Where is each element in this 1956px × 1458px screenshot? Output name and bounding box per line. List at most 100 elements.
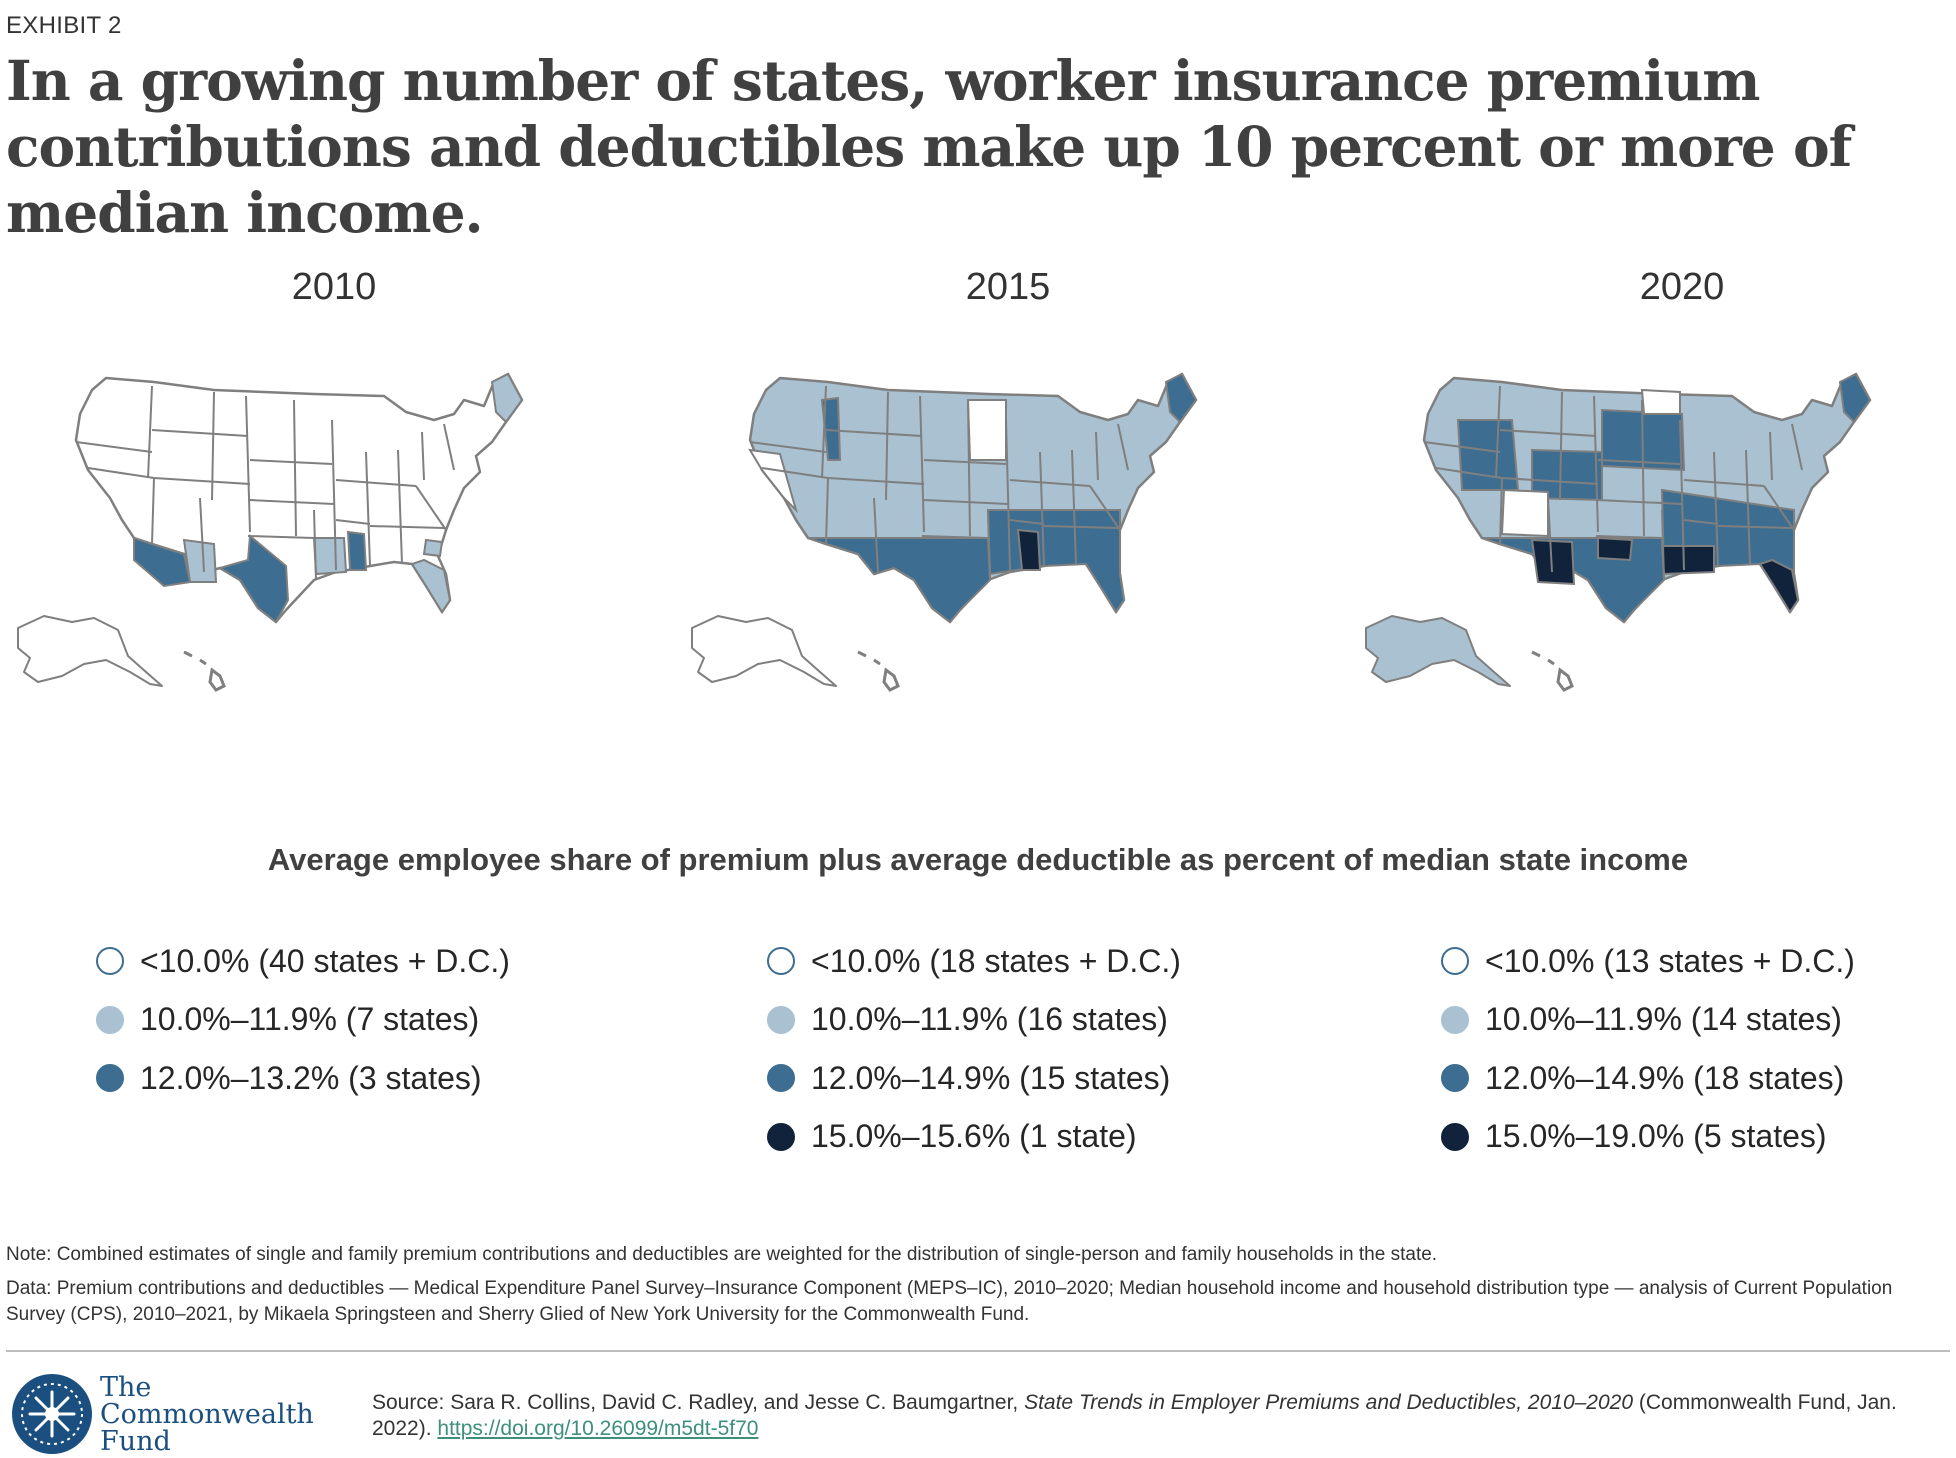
state-border [1423,441,1501,453]
state-border [1595,535,1663,539]
state-border [1009,519,1045,525]
state-border [151,477,155,545]
state-region-mid [1164,372,1198,424]
state-border [923,459,1007,465]
state-border [1713,451,1719,567]
data-note-text: Data: Premium contributions and deductib… [6,1278,1893,1325]
state-region-none [966,399,1007,461]
hawaii-outline [857,650,900,692]
state-region-mid [1838,372,1872,424]
state-border [1095,431,1099,481]
state-region-light [490,372,524,424]
legend-swatch-none [96,947,124,976]
legend-item: 12.0%–14.9% (15 states) [767,1049,1287,1108]
state-border [1717,525,1793,529]
state-border [1679,419,1685,571]
state-region-none [1640,388,1681,415]
state-border [1683,519,1719,525]
legend-label: <10.0% (18 states + D.C.) [811,942,1181,979]
state-border [1597,459,1681,465]
state-border [151,429,249,437]
state-border [313,509,317,581]
alaska-outline [691,615,837,687]
legend-2010: <10.0% (40 states + D.C.) 10.0%–11.9% (7 … [96,932,616,1108]
legend-label: 15.0%–15.6% (1 state) [811,1118,1137,1155]
footer-divider [6,1350,1950,1352]
logo-wordmark: The Commonwealth Fund [100,1374,314,1455]
legend-swatch-mid [767,1064,795,1093]
state-border [443,423,455,471]
state-border [825,477,829,545]
legend-item: 10.0%–11.9% (7 states) [96,991,616,1050]
state-border [421,431,425,481]
legend-label: 12.0%–14.9% (18 states) [1485,1059,1845,1096]
state-region-dark [1660,545,1715,576]
state-border [1495,385,1501,479]
legend-label: 10.0%–11.9% (16 states) [811,1001,1168,1038]
us-map-2020 [1365,372,1872,692]
state-border [1009,479,1091,487]
logo-line-3: Fund [100,1426,171,1457]
legend-swatch-none [767,947,795,976]
us-map-2015 [691,372,1198,692]
state-border [1661,509,1665,581]
state-border [1039,451,1045,567]
state-border [1597,499,1683,505]
hawaii-outline [183,650,226,692]
legend-item: 15.0%–19.0% (5 states) [1441,1108,1956,1167]
state-border [1117,423,1129,471]
state-border [825,429,923,437]
page-title: In a growing number of states, worker in… [6,48,1852,245]
state-border [1089,485,1121,531]
state-border [369,525,445,529]
state-border [397,449,403,565]
state-border [335,479,417,487]
source-title: State Trends in Employer Premiums and De… [1024,1391,1634,1414]
source-prefix: Source: Sara R. Collins, David C. Radley… [372,1391,1025,1414]
state-region-mid [346,530,368,571]
state-border [249,459,333,465]
state-border [1043,525,1119,529]
state-border [1769,431,1773,481]
state-border [1763,485,1795,531]
commonwealth-fund-logo [12,1374,92,1454]
hawaii-outline [1531,650,1574,692]
alaska-outline [1365,615,1511,687]
state-border [921,535,989,539]
state-border [1745,449,1751,565]
legend-item: <10.0% (18 states + D.C.) [767,932,1287,991]
source-citation: Source: Sara R. Collins, David C. Radley… [372,1390,1942,1442]
us-map-2010 [17,372,524,692]
logo-line-2: Commonwealth [100,1399,314,1430]
legend-item: 12.0%–13.2% (3 states) [96,1049,616,1108]
state-border [1499,429,1597,437]
legend-label: 10.0%–11.9% (14 states) [1485,1001,1842,1038]
legend-2020: <10.0% (13 states + D.C.) 10.0%–11.9% (14… [1441,932,1956,1166]
state-border [967,399,971,537]
state-region-dark [1758,558,1800,614]
state-border [147,385,153,479]
state-border [1547,497,1553,573]
legend-item: 12.0%–14.9% (18 states) [1441,1049,1956,1108]
legend-label: <10.0% (40 states + D.C.) [140,942,510,979]
state-border [873,497,879,573]
state-border [1683,479,1765,487]
state-border [75,441,153,453]
state-border [821,385,827,479]
legend-item: 10.0%–11.9% (14 states) [1441,991,1956,1050]
state-border [293,399,297,537]
state-border [1499,477,1503,545]
state-border [365,451,371,567]
legend-item: 10.0%–11.9% (16 states) [767,991,1287,1050]
legend-swatch-light [96,1005,124,1034]
legend-item: <10.0% (40 states + D.C.) [96,932,616,991]
legend-label: 10.0%–11.9% (7 states) [140,1001,480,1038]
source-doi-link[interactable]: https://doi.org/10.26099/m5dt-5f70 [437,1417,759,1440]
legend-label: 15.0%–19.0% (5 states) [1485,1118,1827,1155]
state-border [1593,395,1599,533]
source-suffix: (Commonwealth Fund, Jan. 2022). [372,1391,1897,1440]
legend-label: 12.0%–14.9% (15 states) [811,1059,1171,1096]
map-year-2010: 2010 [291,266,377,308]
legend-swatch-mid [96,1064,124,1093]
legend-swatch-light [767,1005,795,1034]
